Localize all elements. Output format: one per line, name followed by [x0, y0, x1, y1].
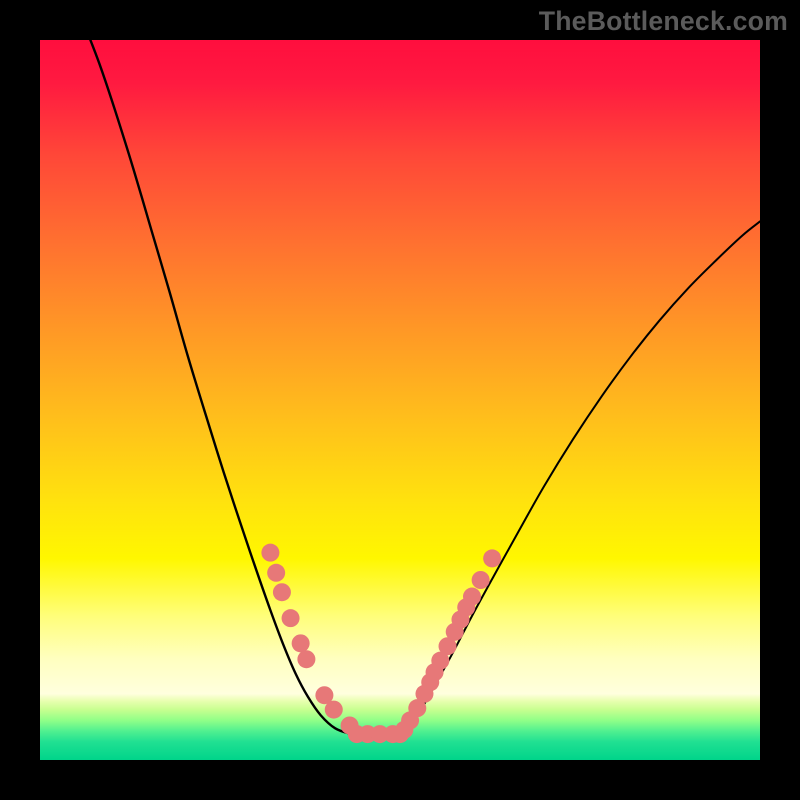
data-marker	[292, 634, 310, 652]
data-marker	[483, 549, 501, 567]
data-marker	[297, 650, 315, 668]
data-marker	[261, 544, 279, 562]
plot-background	[40, 40, 760, 760]
data-marker	[472, 571, 490, 589]
data-marker	[325, 701, 343, 719]
data-marker	[282, 609, 300, 627]
watermark-text: TheBottleneck.com	[539, 6, 788, 37]
data-marker	[267, 564, 285, 582]
data-marker	[273, 583, 291, 601]
data-marker	[463, 588, 481, 606]
chart-svg	[0, 0, 800, 800]
chart-container: TheBottleneck.com	[0, 0, 800, 800]
